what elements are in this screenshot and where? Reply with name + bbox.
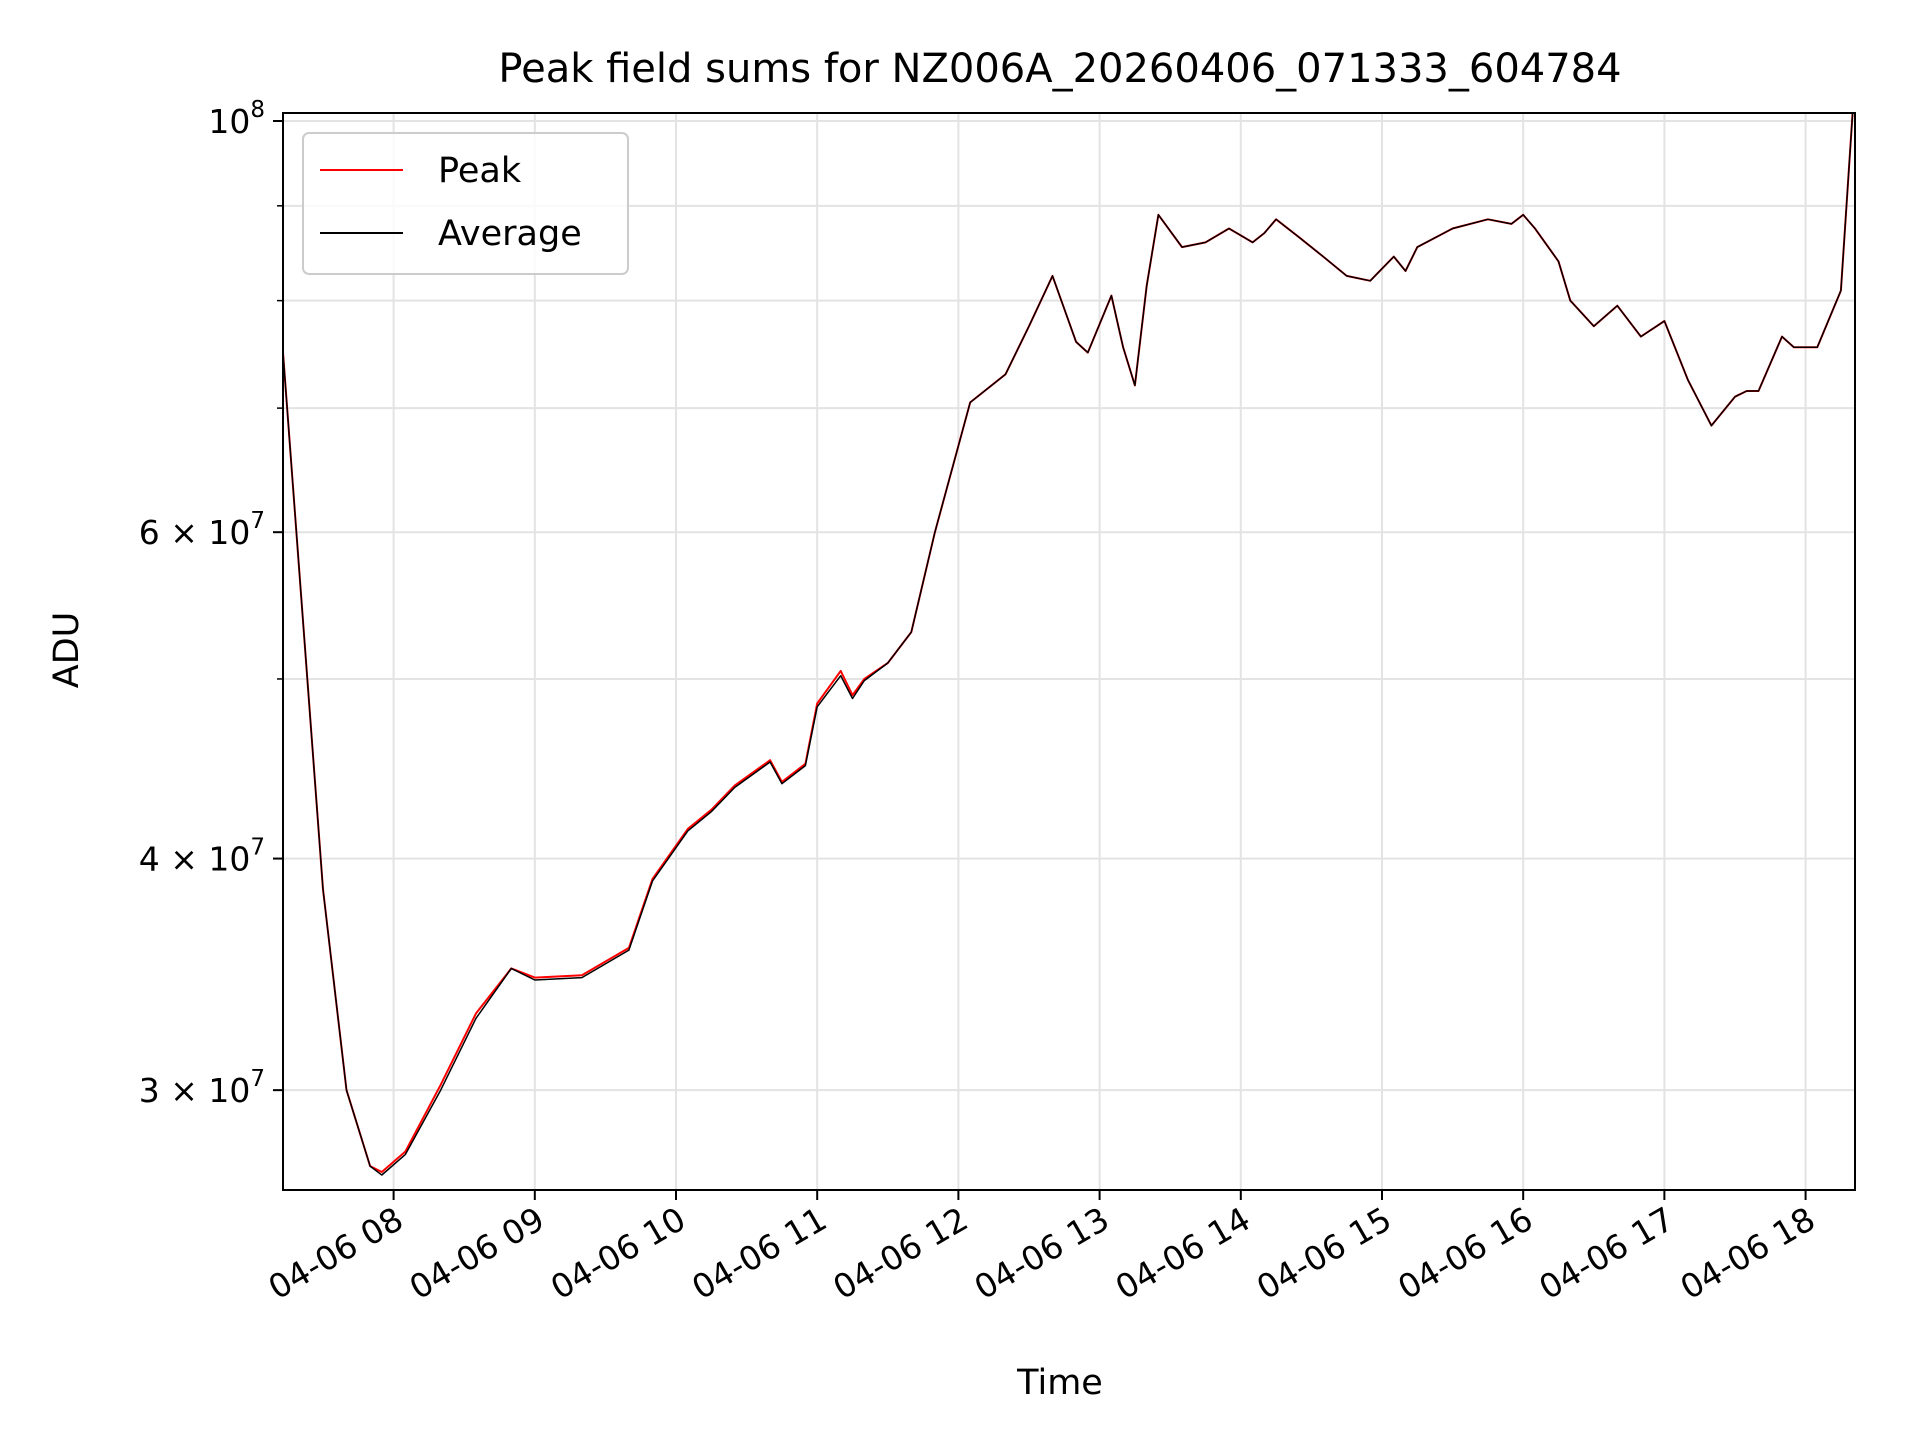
y-axis-label: ADU bbox=[47, 612, 87, 689]
y-tick-label: 4 × 107 bbox=[139, 835, 265, 879]
y-tick-label: 6 × 107 bbox=[139, 508, 265, 552]
legend: Peak Average bbox=[302, 132, 629, 275]
plot-area-frame bbox=[282, 112, 1856, 1191]
chart-title: Peak field sums for NZ006A_20260406_0713… bbox=[498, 46, 1621, 92]
legend-box bbox=[302, 132, 629, 275]
y-tick-label: 108 bbox=[208, 97, 265, 141]
y-tick-label: 3 × 107 bbox=[139, 1066, 265, 1110]
grid-lines bbox=[283, 113, 1855, 1190]
y-axis-ticks: 3 × 107 4 × 107 6 × 107 108 bbox=[139, 97, 283, 1110]
x-axis-label: Time bbox=[1016, 1363, 1103, 1403]
plot-series bbox=[282, 112, 1854, 1176]
legend-label: Average bbox=[438, 214, 582, 254]
series-line-average bbox=[282, 112, 1854, 1176]
legend-label: Peak bbox=[438, 151, 522, 191]
